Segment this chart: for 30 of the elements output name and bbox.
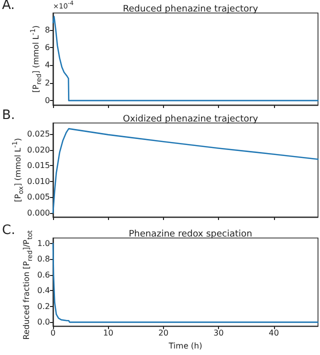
y-tick-label: 8 bbox=[44, 25, 50, 34]
y-tick-label: 0 bbox=[44, 96, 50, 106]
y-tick-label: 0.020 bbox=[27, 145, 50, 154]
y-tick-label: 0.000 bbox=[27, 208, 50, 218]
line-series bbox=[52, 16, 319, 102]
x-tick-label: 40 bbox=[268, 328, 279, 338]
x-tick-label: 20 bbox=[158, 328, 169, 338]
text: C. bbox=[2, 223, 16, 238]
y-tick-label: 0.015 bbox=[27, 161, 50, 170]
chart-title: Phenazine redox speciation bbox=[128, 230, 252, 240]
y-tick-label: 0.2 bbox=[37, 302, 50, 311]
x-axis-title: Time (h) bbox=[168, 342, 202, 350]
y-tick-label: 4 bbox=[44, 60, 50, 70]
y-tick-label: 2 bbox=[44, 78, 50, 88]
x-tick-label: 30 bbox=[214, 328, 224, 338]
y-tick-label: 0.4 bbox=[37, 286, 50, 296]
y-tick-label: 0.0 bbox=[37, 318, 50, 327]
line-series bbox=[52, 128, 319, 214]
text: B. bbox=[2, 108, 16, 123]
y-tick-label: 0.010 bbox=[27, 176, 50, 186]
chart-title: Reduced phenazine trajectory bbox=[122, 4, 259, 14]
y-tick-label: 0.025 bbox=[27, 130, 50, 139]
line-series bbox=[52, 242, 319, 323]
y-tick-label: 1.0 bbox=[37, 239, 50, 248]
y-tick-label: 0.005 bbox=[27, 192, 50, 202]
y-tick-label: 6 bbox=[44, 43, 50, 52]
chart-title: Oxidized phenazine trajectory bbox=[122, 114, 259, 124]
y-tick-label: 0.6 bbox=[37, 270, 50, 280]
x-tick-label: 10 bbox=[103, 328, 114, 338]
y-tick-label: 0.8 bbox=[37, 254, 50, 264]
